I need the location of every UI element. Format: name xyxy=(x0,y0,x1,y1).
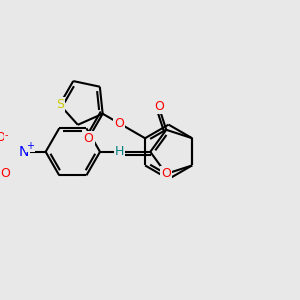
Text: O: O xyxy=(0,131,5,145)
Text: O: O xyxy=(83,132,93,145)
Text: O: O xyxy=(161,167,171,180)
Text: O: O xyxy=(114,117,124,130)
Text: O: O xyxy=(154,100,164,113)
Text: S: S xyxy=(56,98,64,111)
Text: O: O xyxy=(1,167,10,180)
Text: N: N xyxy=(19,145,29,159)
Text: +: + xyxy=(26,141,34,152)
Text: -: - xyxy=(4,130,8,140)
Text: H: H xyxy=(115,145,124,158)
